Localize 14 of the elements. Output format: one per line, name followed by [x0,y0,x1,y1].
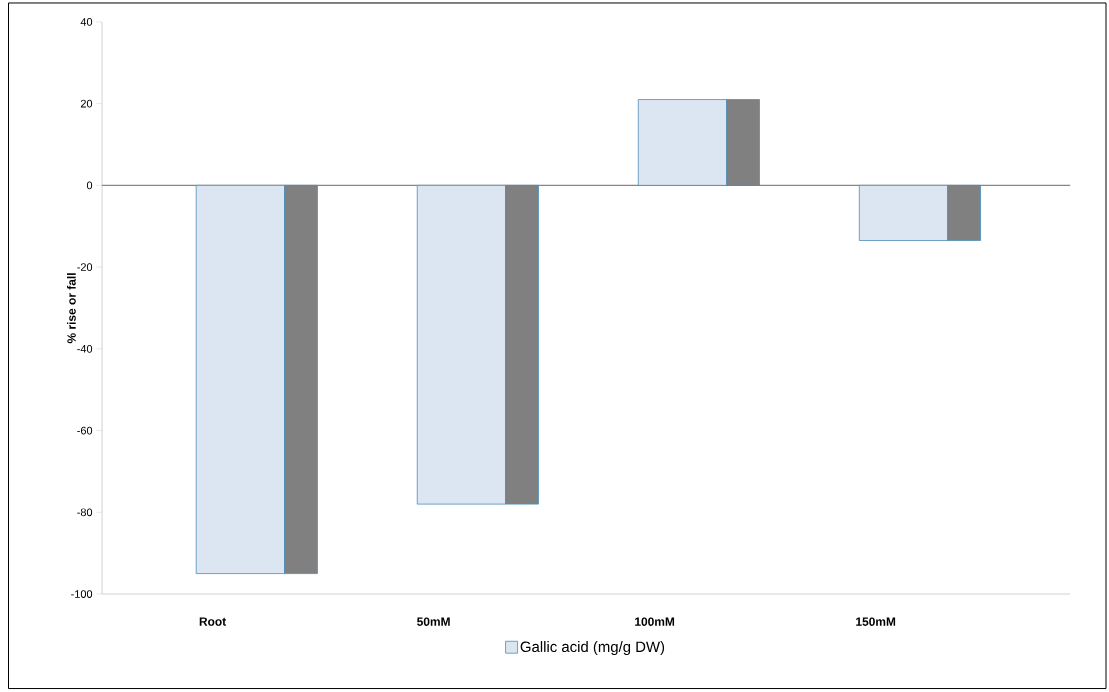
x-tick-label: 150mM [856,617,896,627]
x-tick-label: 100mM [635,617,675,627]
x-tick-label: 50mM [417,617,450,627]
y-tick-label: -80 [77,508,93,517]
legend-label: Gallic acid (mg/g DW) [520,641,665,656]
y-tick-label: -60 [77,426,93,435]
x-tick-label: Root [199,617,226,626]
y-tick-label: 20 [80,99,93,108]
y-tick-label: -40 [77,345,93,353]
y-tick-label: -100 [71,590,93,599]
y-tick-label: -20 [77,263,93,272]
y-tick-label: 40 [80,18,93,26]
y-axis-title: % rise or fall [67,273,76,344]
y-tick-label: 0 [86,181,93,190]
